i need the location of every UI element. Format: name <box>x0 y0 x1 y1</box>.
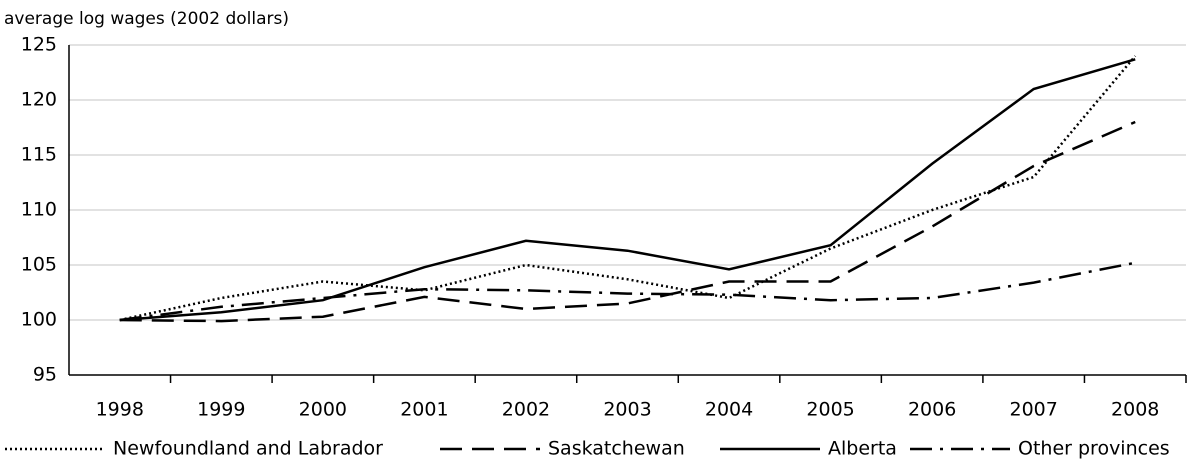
y-tick-label: 110 <box>21 199 57 221</box>
y-tick-label: 95 <box>33 364 57 386</box>
x-tick-label: 2003 <box>603 399 651 421</box>
x-tick-label: 2002 <box>502 399 550 421</box>
legend-label: Saskatchewan <box>548 438 685 460</box>
y-tick-label: 100 <box>21 309 57 331</box>
x-tick-label: 2005 <box>806 399 854 421</box>
legend-label: Other provinces <box>1018 438 1170 460</box>
y-tick-label: 115 <box>21 144 57 166</box>
legend-label: Alberta <box>828 438 897 460</box>
series-line <box>119 58 1136 322</box>
y-axis-label: average log wages (2002 dollars) <box>4 9 289 29</box>
x-tick-label: 2004 <box>705 399 753 421</box>
x-tick-label: 2007 <box>1010 399 1058 421</box>
x-tick-label: 1998 <box>96 399 144 421</box>
x-tick-label: 2001 <box>400 399 448 421</box>
x-tick-label: 2000 <box>299 399 347 421</box>
y-tick-label: 105 <box>21 254 57 276</box>
series-line <box>119 55 1137 322</box>
x-tick-label: 1999 <box>197 399 245 421</box>
series-line <box>119 120 1136 323</box>
x-tick-label: 2008 <box>1111 399 1159 421</box>
series-line <box>119 261 1136 322</box>
x-tick-label: 2006 <box>908 399 956 421</box>
y-tick-label: 125 <box>21 34 57 56</box>
y-tick-label: 120 <box>21 89 57 111</box>
legend-label: Newfoundland and Labrador <box>113 438 383 460</box>
